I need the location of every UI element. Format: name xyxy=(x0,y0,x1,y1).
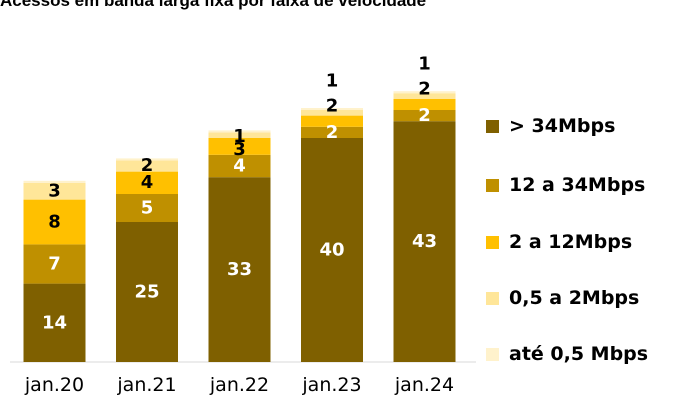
bar-segment xyxy=(301,115,363,127)
bar-segment xyxy=(301,110,363,116)
x-tick-label: jan.23 xyxy=(301,374,361,396)
legend-item: 12 a 34Mbps xyxy=(486,174,645,196)
legend-label: 0,5 a 2Mbps xyxy=(509,287,640,309)
data-label: 4 xyxy=(141,172,154,193)
bar-segment xyxy=(208,154,271,178)
bar-segment xyxy=(23,244,86,284)
bar-segment xyxy=(393,98,456,110)
x-tick-label: jan.22 xyxy=(209,374,269,396)
bar-segment xyxy=(208,138,271,155)
x-tick-label: jan.24 xyxy=(394,374,454,396)
data-label: 14 xyxy=(42,312,67,333)
data-label: 40 xyxy=(319,240,344,261)
legend-label: > 34Mbps xyxy=(509,115,616,137)
data-label: 2 xyxy=(418,105,431,126)
legend-item: 0,5 a 2Mbps xyxy=(486,287,639,309)
data-label: 1 xyxy=(233,126,246,147)
data-label: 33 xyxy=(227,259,252,280)
bar-segment xyxy=(301,126,363,138)
data-label: 2 xyxy=(141,155,154,176)
data-label: 2 xyxy=(326,96,339,117)
legend-label: 12 a 34Mbps xyxy=(509,174,646,196)
bar-segment xyxy=(393,121,456,362)
legend-item: até 0,5 Mbps xyxy=(486,343,648,365)
legend: > 34Mbps 12 a 34Mbps 2 a 12Mbps 0,5 a 2Mbps… xyxy=(486,0,679,404)
bar-segment xyxy=(393,93,456,99)
bar-segment xyxy=(208,132,271,138)
data-label: 3 xyxy=(233,139,246,160)
bar-segment xyxy=(208,130,271,133)
data-label: 1 xyxy=(326,71,339,92)
bar-segment xyxy=(301,108,363,110)
legend-label: até 0,5 Mbps xyxy=(509,343,649,365)
data-label: 5 xyxy=(141,198,154,219)
bar-segment xyxy=(23,283,86,362)
bar-segment xyxy=(116,194,178,222)
x-tick-labels-group: jan.20 jan.21 jan.22 jan.23 jan.24 xyxy=(24,374,454,396)
bar-segment xyxy=(23,182,86,200)
x-tick-label: jan.21 xyxy=(116,374,176,396)
bar-segment xyxy=(23,180,86,183)
data-label: 1 xyxy=(418,54,431,75)
data-label: 2 xyxy=(326,122,339,143)
data-label: 25 xyxy=(134,282,159,303)
x-tick-label: jan.20 xyxy=(24,374,84,396)
bar-segment xyxy=(393,110,456,122)
data-label: 7 xyxy=(48,254,61,275)
legend-item: 2 a 12Mbps xyxy=(486,231,632,253)
bar-segment xyxy=(23,199,86,245)
bar-segment xyxy=(208,177,271,362)
bar-segment xyxy=(116,158,178,161)
legend-swatch xyxy=(486,291,499,305)
bar-segment xyxy=(301,138,363,362)
legend-item: > 34Mbps xyxy=(486,115,615,137)
bar-segment xyxy=(116,222,178,362)
legend-swatch xyxy=(486,235,499,249)
legend-swatch xyxy=(486,347,499,361)
chart-title: Acessos em banda larga fixa por faixa de… xyxy=(0,0,427,10)
legend-label: 2 a 12Mbps xyxy=(509,231,633,253)
data-label: 43 xyxy=(412,231,437,252)
bar-segment xyxy=(116,171,178,194)
data-label: 8 xyxy=(48,212,61,233)
bar-segment xyxy=(393,91,456,94)
legend-swatch xyxy=(486,119,499,133)
data-label: 4 xyxy=(233,156,246,177)
data-label: 2 xyxy=(418,79,431,100)
bar-segment xyxy=(116,160,178,172)
bars-group xyxy=(23,91,456,362)
data-label: 3 xyxy=(48,181,61,202)
legend-swatch xyxy=(486,178,499,192)
